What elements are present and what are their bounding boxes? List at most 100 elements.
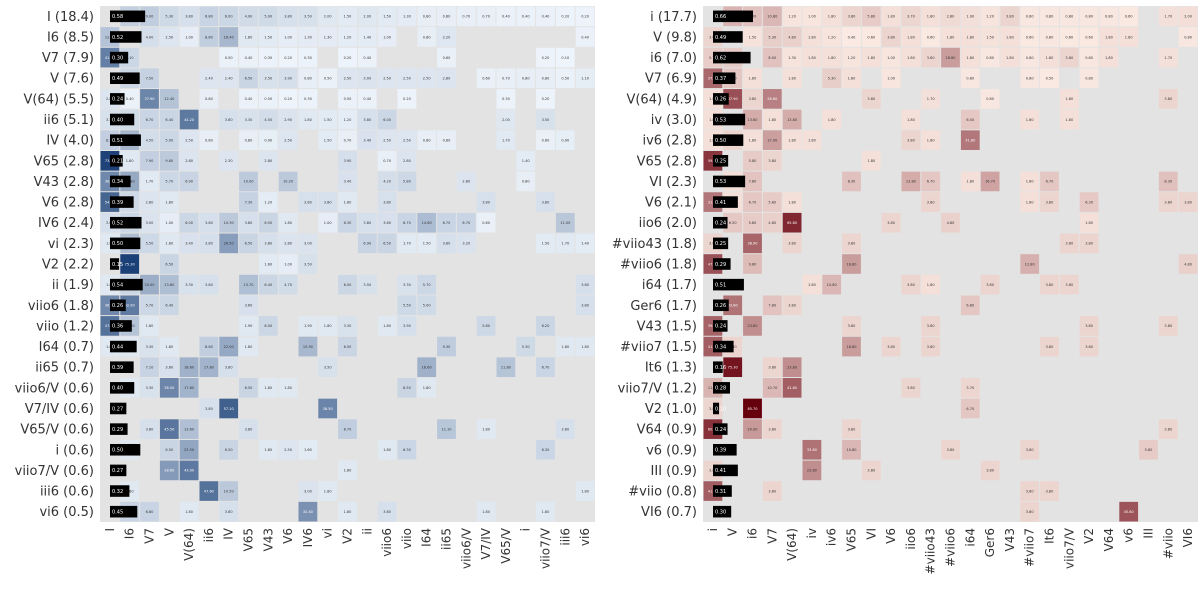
row-label: It6 (1.3) xyxy=(645,361,697,376)
heatmap-cell xyxy=(179,109,199,130)
heatmap-cell xyxy=(516,336,536,357)
row-bar xyxy=(713,10,753,23)
heatmap-cell xyxy=(1020,254,1040,274)
heatmap-cell xyxy=(397,295,417,316)
heatmap-cell xyxy=(743,27,762,47)
heatmap-cell xyxy=(338,274,357,295)
cell-value-label: 0.50 xyxy=(324,77,332,81)
heatmap-cell xyxy=(437,212,456,233)
row-bar-label: 0.25 xyxy=(715,241,726,247)
cell-value-label: 33.80 xyxy=(807,448,817,452)
heatmap-cell xyxy=(743,130,762,150)
row-bar xyxy=(713,443,737,456)
cell-value-label: 3.80 xyxy=(324,200,332,204)
heatmap-cell xyxy=(338,89,357,109)
heatmap-cell xyxy=(921,274,941,295)
cell-value-label: 3.80 xyxy=(1046,283,1054,287)
heatmap-cell xyxy=(120,150,140,171)
cell-value-label: 3.80 xyxy=(264,242,272,246)
row-bar xyxy=(110,464,127,477)
cell-value-label: 6.50 xyxy=(225,448,233,452)
cell-value-label: 2.80 xyxy=(284,242,292,246)
heatmap-cell xyxy=(357,6,377,27)
cell-value-label: 1.90 xyxy=(304,324,312,328)
heatmap-cell xyxy=(357,233,377,254)
column-label: i xyxy=(706,528,720,531)
heatmap-cell xyxy=(219,439,239,460)
cell-value-label: 5.80 xyxy=(749,159,757,163)
row-bar xyxy=(713,196,738,208)
heatmap-cell xyxy=(822,27,842,47)
cell-value-label: 6.70 xyxy=(403,221,411,225)
row-label: V7 (6.9) xyxy=(645,72,697,87)
cell-value-label: 6.70 xyxy=(749,200,757,204)
heatmap-cell xyxy=(782,295,802,316)
heatmap-cell xyxy=(397,150,417,171)
row-bar xyxy=(110,175,131,188)
row-bar xyxy=(110,93,125,105)
heatmap-cell xyxy=(258,233,278,254)
cell-value-label: 3.80 xyxy=(709,242,717,246)
cell-value-label: 1.80 xyxy=(165,200,173,204)
heatmap-cell xyxy=(338,419,357,439)
column-label: i6 xyxy=(746,528,760,539)
column-label: #viio7 xyxy=(1023,528,1037,567)
cell-value-label: 1.70 xyxy=(1164,15,1172,19)
heatmap-cell xyxy=(258,109,278,130)
heatmap-cell xyxy=(199,398,219,419)
heatmap-cell xyxy=(743,398,762,419)
cell-value-label: 3.80 xyxy=(768,159,776,163)
cell-value-label: 3.60 xyxy=(245,304,253,308)
heatmap-cell xyxy=(516,6,536,27)
cell-value-label: 3.80 xyxy=(1085,242,1093,246)
heatmap-cell xyxy=(802,47,822,68)
heatmap-cell xyxy=(980,27,1000,47)
row-label: V65 (2.8) xyxy=(34,154,94,169)
cell-value-label: 3.80 xyxy=(907,386,915,390)
cell-value-label: 1.00 xyxy=(808,15,816,19)
cell-value-label: 0.20 xyxy=(284,56,292,60)
row-bar xyxy=(713,113,746,126)
column-label: V65 xyxy=(242,528,256,551)
cell-value-label: 1.80 xyxy=(828,15,836,19)
row-label: V43 (1.5) xyxy=(637,319,697,334)
cell-value-label: 3.80 xyxy=(768,489,776,493)
cell-value-label: 1.80 xyxy=(1006,35,1014,39)
cell-value-label: 6.30 xyxy=(542,448,550,452)
heatmap-cell xyxy=(1040,171,1059,192)
cell-value-label: 1.80 xyxy=(383,324,391,328)
cell-value-label: 3.80 xyxy=(146,427,154,431)
cell-value-label: 2.30 xyxy=(225,159,233,163)
heatmap-cell xyxy=(555,233,575,254)
heatmap-cell xyxy=(1020,439,1040,460)
row-label: V43 (2.8) xyxy=(34,175,94,190)
cell-value-label: 3.80 xyxy=(927,56,935,60)
heatmap-cell xyxy=(555,6,575,27)
heatmap-cell xyxy=(516,68,536,89)
heatmap-cell xyxy=(239,109,258,130)
row-bar xyxy=(110,340,137,353)
heatmap-cell xyxy=(377,316,397,336)
column-label: V(64) xyxy=(785,528,799,561)
heatmap-cell xyxy=(743,150,762,171)
cell-value-label: 3.30 xyxy=(344,324,352,328)
heatmap-cell xyxy=(842,171,861,192)
heatmap-cell xyxy=(199,274,219,295)
heatmap-cell xyxy=(921,89,941,109)
cell-value-label: 26.50 xyxy=(224,242,234,246)
heatmap-cell xyxy=(960,130,980,150)
cell-value-label: 1.00 xyxy=(383,35,391,39)
cell-value-label: 20.00 xyxy=(747,427,757,431)
heatmap-cell xyxy=(782,378,802,398)
heatmap-cell xyxy=(437,6,456,27)
heatmap-cell xyxy=(1040,68,1059,89)
column-label: V xyxy=(726,527,740,536)
cell-value-label: 3.70 xyxy=(907,15,915,19)
heatmap-cell xyxy=(536,130,555,150)
cell-value-label: 13.80 xyxy=(164,283,174,287)
heatmap-cell xyxy=(298,47,318,68)
cell-value-label: 6.50 xyxy=(245,77,253,81)
heatmap-cell xyxy=(258,439,278,460)
row-bar-label: 0.41 xyxy=(715,200,726,206)
cell-value-label: 0.40 xyxy=(542,15,550,19)
